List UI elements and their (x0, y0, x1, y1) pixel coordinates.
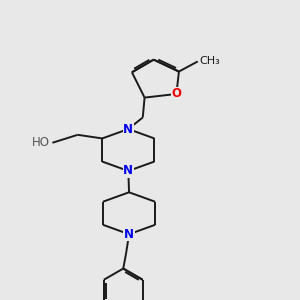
Text: N: N (124, 228, 134, 241)
Text: N: N (123, 164, 133, 178)
Text: N: N (123, 122, 133, 136)
Text: O: O (171, 88, 182, 100)
Text: HO: HO (32, 136, 50, 149)
Text: CH₃: CH₃ (199, 56, 220, 66)
